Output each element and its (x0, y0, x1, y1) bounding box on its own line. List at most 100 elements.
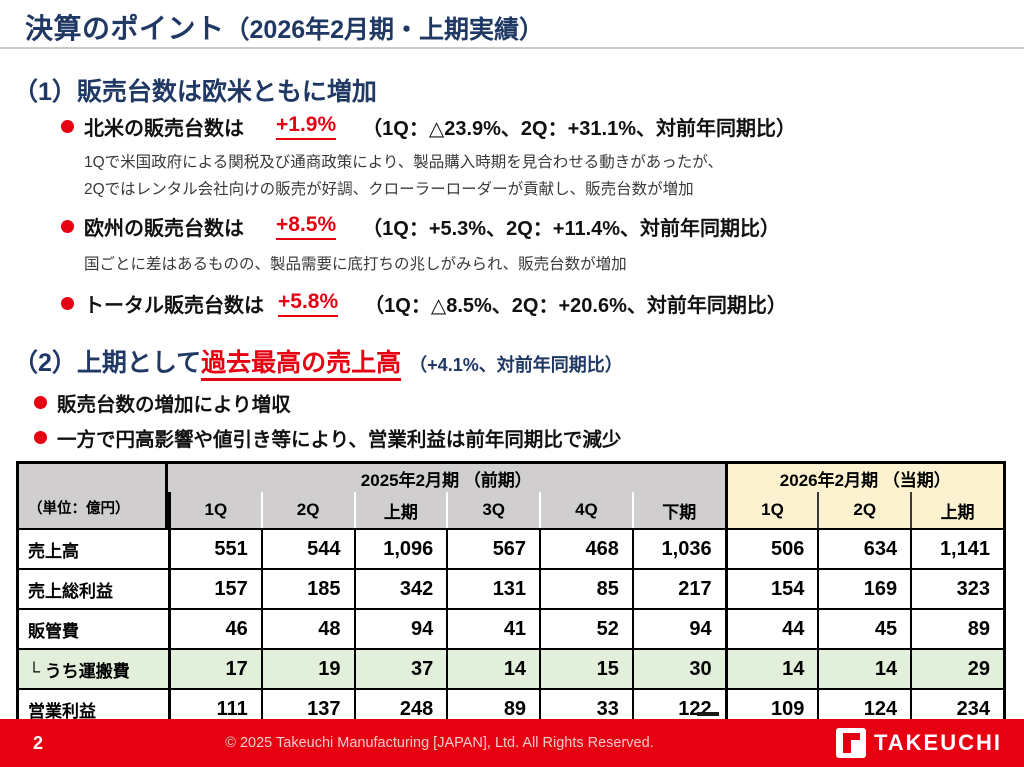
cell: 157 (168, 568, 261, 608)
cell: 41 (446, 608, 540, 648)
bullet-revenue-increase: 販売台数の増加により増収 (34, 388, 291, 417)
bullet-text: 一方で円高影響や値引き等により、営業利益は前年同期比で減少 (57, 429, 622, 451)
table-column-header-row: 1Q 2Q 上期 3Q 4Q 下期 1Q 2Q 上期 (19, 492, 1003, 528)
table-row-freight: └ うち運搬費 17 19 37 14 15 30 14 14 29 (19, 648, 1003, 688)
bullet-detail: （1Q：△23.9%、2Q：+31.1%、対前年同期比） (362, 118, 796, 140)
cell: 85 (539, 568, 632, 608)
cell: 217 (631, 568, 725, 608)
column-header: 3Q (446, 492, 540, 528)
bullet-detail: （1Q：△8.5%、2Q：+20.6%、対前年同期比） (364, 295, 787, 317)
title-divider (0, 47, 1024, 49)
note-line: 2Qではレンタル会社向けの販売が好調、クローラーローダーが貢献し、販売台数が増加 (84, 181, 694, 198)
cell: 544 (260, 528, 354, 568)
bullet-value: +8.5% (276, 213, 337, 240)
cell: 14 (817, 648, 911, 688)
note-north-america: 1Qで米国政府による関税及び通商政策により、製品購入時期を見合わせる動きがあった… (84, 149, 723, 203)
stray-mark (697, 712, 719, 716)
cell: 185 (260, 568, 354, 608)
column-header: 2Q (260, 492, 354, 528)
cell: 1,096 (353, 528, 447, 568)
column-header: 1Q (724, 492, 818, 528)
bullet-dot-icon (61, 120, 74, 133)
table-row-sales: 売上高 551 544 1,096 567 468 1,036 506 634 … (19, 528, 1003, 568)
cell: 15 (539, 648, 632, 688)
section2-heading: （2）上期として過去最高の売上高 （+4.1%、対前年同期比） (13, 343, 623, 381)
page-title-main: 決算のポイント (25, 13, 225, 44)
cell: 634 (817, 528, 911, 568)
cell: 131 (446, 568, 540, 608)
cell: 44 (724, 608, 818, 648)
row-label: 売上総利益 (19, 568, 168, 608)
takeuchi-logo-wordmark: TAKEUCHI (873, 730, 1002, 755)
cell: 14 (724, 648, 818, 688)
column-header: 下期 (631, 492, 725, 528)
column-header: 上期 (353, 492, 447, 528)
table-row-sga: 販管費 46 48 94 41 52 94 44 45 89 (19, 608, 1003, 648)
cell: 30 (631, 648, 725, 688)
cell: 567 (446, 528, 540, 568)
page-title: 決算のポイント（2026年2月期・上期実績） (25, 7, 544, 47)
bullet-total: トータル販売台数は +5.8% （1Q：△8.5%、2Q：+20.6%、対前年同… (61, 289, 787, 318)
cell: 45 (817, 608, 911, 648)
note-line: 1Qで米国政府による関税及び通商政策により、製品購入時期を見合わせる動きがあった… (84, 154, 723, 171)
takeuchi-logo: TAKEUCHI (835, 728, 1002, 758)
cell: 89 (910, 608, 1003, 648)
bullet-profit-decrease: 一方で円高影響や値引き等により、営業利益は前年同期比で減少 (34, 423, 621, 452)
page-title-paren: （2026年2月期・上期実績） (224, 16, 545, 44)
bullet-detail: （1Q：+5.3%、2Q：+11.4%、対前年同期比） (362, 218, 781, 240)
bullet-label: 欧州の販売台数は (84, 218, 244, 240)
bullet-dot-icon (34, 431, 47, 444)
bullet-dot-icon (34, 396, 47, 409)
footer-bar: 2 © 2025 Takeuchi Manufacturing [JAPAN],… (0, 719, 1024, 767)
cell: 94 (631, 608, 725, 648)
cell: 46 (168, 608, 261, 648)
note-europe: 国ごとに差はあるものの、製品需要に底打ちの兆しがみられ、販売台数が増加 (84, 251, 627, 278)
takeuchi-logo-mark-icon (835, 728, 866, 758)
column-header: 1Q (168, 492, 261, 528)
note-line: 国ごとに差はあるものの、製品需要に底打ちの兆しがみられ、販売台数が増加 (84, 256, 627, 273)
cell: 1,036 (631, 528, 725, 568)
cell: 169 (817, 568, 911, 608)
cell: 52 (539, 608, 632, 648)
column-header: 上期 (910, 492, 1003, 528)
cell: 342 (353, 568, 447, 608)
bullet-europe: 欧州の販売台数は +8.5% （1Q：+5.3%、2Q：+11.4%、対前年同期… (61, 212, 780, 241)
row-label: └ うち運搬費 (19, 648, 168, 688)
section2-heading-prefix: （2）上期として (13, 349, 202, 377)
table-group-header-row: （単位：億円） 2025年2月期 （前期） 2026年2月期 （当期） (19, 464, 1003, 528)
page-number: 2 (33, 732, 44, 753)
section2-heading-highlight: 過去最高の売上高 (201, 349, 402, 381)
cell: 37 (353, 648, 447, 688)
table-group-current-period: 2026年2月期 （当期） (724, 464, 1003, 492)
bullet-north-america: 北米の販売台数は +1.9% （1Q：△23.9%、2Q：+31.1%、対前年同… (61, 112, 796, 141)
cell: 506 (724, 528, 818, 568)
row-label: 販管費 (19, 608, 168, 648)
financial-table: （単位：億円） 2025年2月期 （前期） 2026年2月期 （当期） 1Q 2… (16, 461, 1006, 731)
cell: 29 (910, 648, 1003, 688)
table-row-gross-profit: 売上総利益 157 185 342 131 85 217 154 169 323 (19, 568, 1003, 608)
bullet-value: +5.8% (278, 290, 339, 317)
bullet-text: 販売台数の増加により増収 (57, 394, 291, 416)
table-group-prior-period: 2025年2月期 （前期） (168, 464, 725, 492)
cell: 48 (260, 608, 354, 648)
copyright-text: © 2025 Takeuchi Manufacturing [JAPAN], L… (225, 735, 654, 751)
bullet-dot-icon (61, 220, 74, 233)
bullet-label: トータル販売台数は (84, 295, 264, 317)
section2-heading-suffix: （+4.1%、対前年同期比） (409, 355, 623, 375)
section1-heading: （1）販売台数は欧米ともに増加 (13, 78, 377, 106)
cell: 323 (910, 568, 1003, 608)
bullet-dot-icon (61, 297, 74, 310)
column-header: 4Q (539, 492, 632, 528)
cell: 468 (539, 528, 632, 568)
column-header: 2Q (817, 492, 911, 528)
cell: 551 (168, 528, 261, 568)
row-label: 売上高 (19, 528, 168, 568)
cell: 1,141 (910, 528, 1003, 568)
bullet-label: 北米の販売台数は (84, 118, 244, 140)
cell: 19 (260, 648, 354, 688)
cell: 14 (446, 648, 540, 688)
bullet-value: +1.9% (276, 113, 337, 140)
table-unit-label: （単位：億円） (19, 464, 168, 528)
cell: 17 (168, 648, 261, 688)
